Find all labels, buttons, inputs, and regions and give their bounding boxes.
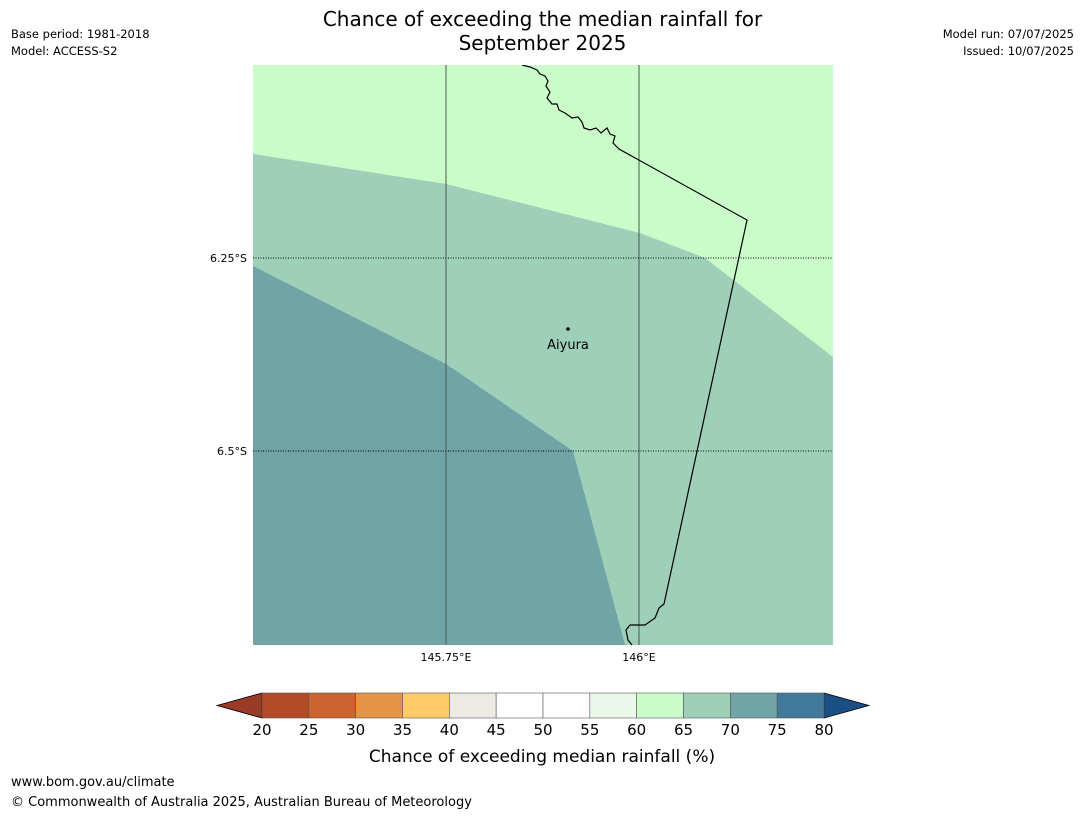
colorbar: 20 25 30 35 40 45 50 55 60 65 70 75 80 [215,692,871,739]
meridian-lines [445,65,640,645]
lon-label-145-75: 145.75°E [421,651,472,664]
lat-label-6-25: 6.25°S [210,252,247,265]
colorbar-tick-label: 30 [346,721,365,739]
zone-75-80 [253,266,625,645]
title-line-2: September 2025 [458,31,627,55]
colorbar-segment [495,692,544,719]
colorbar-segment [449,692,497,719]
colorbar-segment [308,692,356,719]
colorbar-over-arrow [823,692,871,719]
footer-url[interactable]: www.bom.gov.au/climate [11,775,175,790]
aiyura-marker: Aiyura [547,327,589,353]
colorbar-segment [683,692,731,719]
map-title: Chance of exceeding the median rainfall … [0,7,1085,55]
title-line-1: Chance of exceeding the median rainfall … [322,7,763,31]
colorbar-segment [261,692,310,719]
province-boundary [521,65,748,645]
colorbar-tick-label: 20 [252,721,271,739]
colorbar-segment [589,692,637,719]
location-dot-icon [566,327,570,331]
colorbar-tick-label: 35 [393,721,412,739]
colorbar-segment [730,692,778,719]
colorbar-segment [402,692,450,719]
colorbar-segment [636,692,684,719]
place-label: Aiyura [547,338,589,353]
model-run-text: Model run: 07/07/2025 [942,27,1074,41]
parallel-lines [253,257,833,452]
colorbar-tick-label: 40 [440,721,459,739]
map-area [253,65,833,645]
colorbar-segment [542,692,591,719]
issued-text: Issued: 10/07/2025 [963,44,1074,58]
colorbar-tick-label: 45 [487,721,506,739]
meta-left: Base period: 1981-2018 Model: ACCESS-S2 [11,26,150,60]
colorbar-tick-label: 25 [299,721,318,739]
colorbar-tick-label: 80 [814,721,833,739]
colorbar-tick-label: 50 [533,721,552,739]
colorbar-tick-label: 65 [674,721,693,739]
colorbar-label: Chance of exceeding median rainfall (%) [369,747,715,767]
lat-label-6-5: 6.5°S [217,445,247,458]
base-period-text: Base period: 1981-2018 [11,27,150,41]
colorbar-segment [355,692,403,719]
colorbar-tick-label: 75 [768,721,787,739]
footer-copyright: © Commonwealth of Australia 2025, Austra… [11,795,472,810]
model-text: Model: ACCESS-S2 [11,44,118,58]
lon-label-146: 146°E [622,651,655,664]
colorbar-segment [776,692,825,719]
colorbar-tick-label: 55 [580,721,599,739]
colorbar-tick-label: 60 [627,721,646,739]
colorbar-tick-label: 70 [721,721,740,739]
meta-right: Model run: 07/07/2025 Issued: 10/07/2025 [943,26,1074,60]
colorbar-under-arrow [215,692,263,719]
